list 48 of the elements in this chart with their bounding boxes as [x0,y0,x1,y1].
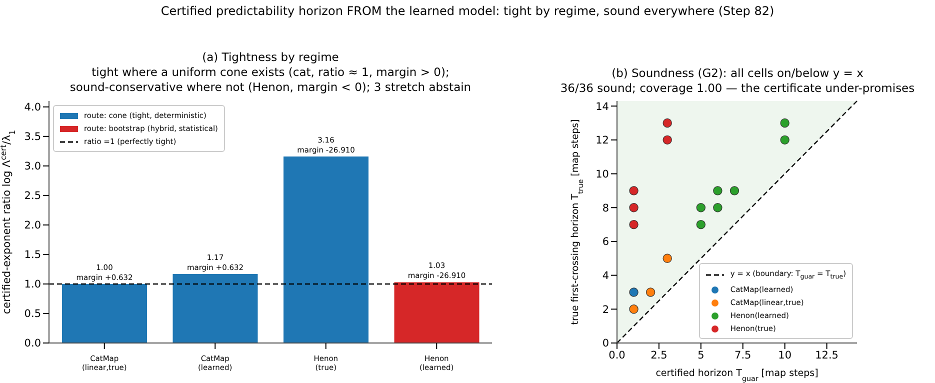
y-tick-label: 1.5 [24,249,41,262]
y-tick-label: 0.0 [24,338,41,350]
chart-subtitle: 36/36 sound; coverage 1.00 — the certificate under-promises [559,81,916,96]
point [662,254,672,263]
text: Certified predictability horizon FROM the learned model: tight by regime, sound everywhere (Step 82) [160,4,776,18]
y-tick-label: 3.5 [24,131,41,144]
x-tick-label: 10 [778,349,792,362]
point [629,186,638,196]
chart-title: (b) Soundness (G2): all cells on/below y = x [610,66,864,81]
point [662,135,672,145]
point [696,203,706,212]
y-tick-label: 0 [602,338,609,350]
chart-subtitle: tight where a uniform cone exists (cat, ratio ≈ 1, margin > 0); sound-conservative where not (Henon, margin < 0); 3 stretch abstain [68,65,472,95]
point [780,118,790,128]
y-tick-label: 0.5 [24,308,41,320]
y-tick-label: 6 [602,236,610,248]
x-axis-title: certified horizon T$_{guar}$ [map steps] [656,368,818,382]
y-tick-label: 4.0 [24,102,41,114]
chart-title: (a) Tightness by regime [201,50,340,65]
point [646,288,656,297]
x-tick-label: 2.5 [650,349,668,362]
x-tick-label: 5 [698,349,704,362]
y-tick-label: 2.0 [24,220,41,232]
y-tick-label: 4 [602,270,610,282]
bar [394,282,480,343]
y-tick-label: 12 [596,134,609,147]
point [780,135,790,145]
y-tick-label: 2 [602,304,609,316]
point [629,203,638,212]
y-tick-label: 1.0 [24,278,41,291]
y-tick-label: 8 [602,202,609,214]
y-tick-label: 10 [596,168,609,180]
point [629,288,638,297]
point [696,220,706,230]
point [629,304,638,314]
y-tick-label: 3.0 [24,160,41,173]
bar [62,284,147,343]
point [713,186,722,196]
y-tick-label: 2.5 [24,190,41,202]
y-tick-label: 14 [596,100,610,113]
x-tick-label: 12.5 [815,349,838,362]
point [662,118,672,128]
point [730,186,740,196]
bar [172,274,258,343]
bar [284,156,368,343]
point [629,220,638,230]
x-tick-label: 7.5 [734,349,752,362]
point [713,203,722,212]
